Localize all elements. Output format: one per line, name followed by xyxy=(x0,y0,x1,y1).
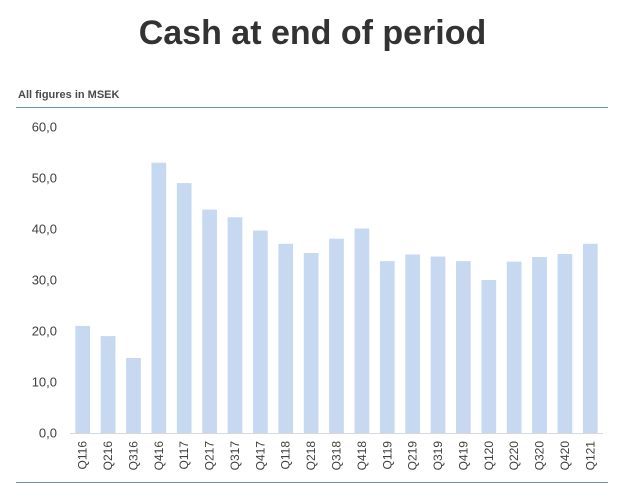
bar-q121 xyxy=(582,243,598,433)
bar-q316 xyxy=(126,358,141,433)
x-tick-label: Q117 xyxy=(177,441,191,470)
y-tick-label: 40,0 xyxy=(32,222,57,237)
y-tick-label: 30,0 xyxy=(32,273,57,288)
x-tick-label: Q218 xyxy=(304,441,318,471)
chart-title: Cash at end of period xyxy=(138,14,487,52)
bar-q417 xyxy=(252,230,268,433)
bar-q320 xyxy=(532,257,547,433)
top-rule xyxy=(16,107,608,108)
x-tick-label: Q416 xyxy=(152,441,166,471)
y-tick-label: 20,0 xyxy=(32,324,57,339)
x-tick-label: Q216 xyxy=(101,441,115,471)
bottom-rule xyxy=(16,482,608,483)
x-tick-label: Q316 xyxy=(126,441,140,471)
bar-q118 xyxy=(278,243,294,433)
bar-q117 xyxy=(176,183,192,433)
y-tick-label: 50,0 xyxy=(32,171,57,186)
x-tick-label: Q417 xyxy=(253,441,267,471)
y-tick-label: 60,0 xyxy=(32,120,57,135)
x-tick-label: Q420 xyxy=(558,441,572,471)
x-tick-label: Q317 xyxy=(228,441,242,471)
bar-q418 xyxy=(354,228,370,433)
x-tick-label: Q118 xyxy=(279,441,293,470)
bar-q116 xyxy=(75,325,91,433)
bar-q218 xyxy=(303,252,319,433)
x-tick-label: Q120 xyxy=(482,441,496,471)
bar-q219 xyxy=(405,254,421,433)
bar-q220 xyxy=(506,261,522,433)
x-tick-label: Q116 xyxy=(76,441,90,470)
y-axis: 0,0 10,0 20,0 30,0 40,0 50,0 60,0 xyxy=(32,120,57,441)
x-tick-label: Q319 xyxy=(431,441,445,471)
chart-subtitle: All figures in MSEK xyxy=(18,89,120,101)
x-tick-label: Q320 xyxy=(533,441,547,471)
bar-q416 xyxy=(151,162,167,433)
x-axis: Q116 Q216 Q316 Q416 Q117 Q217 Q317 Q417 Q118 Q218… xyxy=(76,441,598,471)
bar-q120 xyxy=(481,280,497,433)
x-tick-label: Q418 xyxy=(355,441,369,471)
bar-q318 xyxy=(329,238,344,433)
bar-q217 xyxy=(202,209,217,433)
x-tick-label: Q219 xyxy=(406,441,420,471)
bar-q419 xyxy=(456,261,471,433)
bar-q317 xyxy=(227,217,243,433)
y-tick-label: 0,0 xyxy=(39,426,57,441)
bar-q216 xyxy=(100,336,116,433)
bar-q119 xyxy=(379,261,395,433)
x-tick-label: Q119 xyxy=(380,441,394,470)
x-tick-label: Q318 xyxy=(330,441,344,471)
x-tick-label: Q121 xyxy=(583,441,597,471)
bar-q319 xyxy=(430,256,446,433)
y-tick-label: 10,0 xyxy=(32,375,57,390)
x-tick-label: Q419 xyxy=(456,441,470,471)
bar-q420 xyxy=(557,253,573,433)
x-tick-label: Q217 xyxy=(203,441,217,471)
bars-group xyxy=(75,162,598,433)
x-tick-label: Q220 xyxy=(507,441,521,471)
